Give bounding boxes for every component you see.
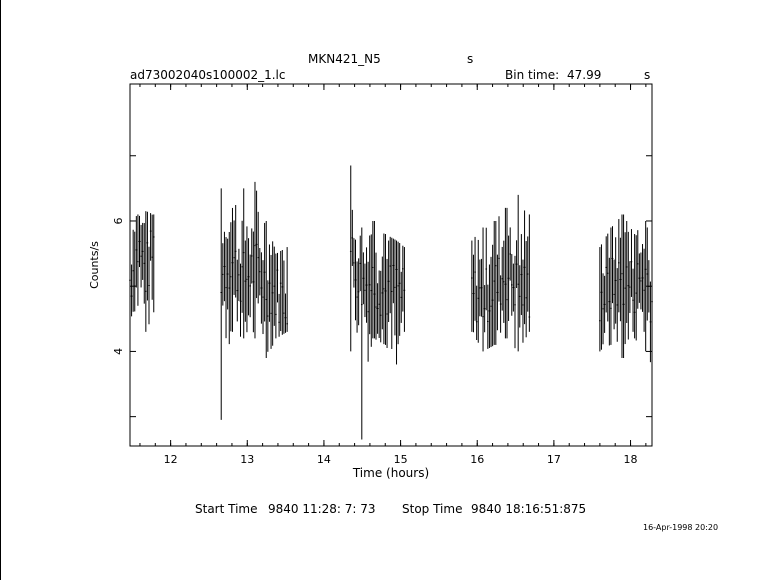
bin-time-label: Bin time: [505,68,560,82]
x-tick-label: 14 [317,453,331,466]
plot-frame [129,83,653,447]
x-tick-label: 12 [164,453,178,466]
start-time-value: 9840 11:28: 7: 73 [268,502,376,516]
object-unit: s [467,52,474,66]
x-tick-label: 15 [394,453,408,466]
y-axis-label: Counts/s [88,241,101,289]
object-name: MKN421_N5 [308,52,381,66]
data-error-bars [129,136,653,440]
start-time-label: Start Time [195,502,258,516]
x-axis-label: Time (hours) [352,466,429,480]
bin-time-value: 47.99 [567,68,602,82]
file-name: ad73002040s100002_1.lc [130,68,286,82]
axis-ticks [130,84,652,446]
x-tick-label: 18 [624,453,638,466]
axis-tick-labels: 12 13 14 15 16 17 18 4 6 [112,217,638,466]
x-tick-label: 13 [240,453,254,466]
y-tick-label: 6 [112,217,125,224]
bin-time-unit: s [644,68,651,82]
x-tick-label: 17 [547,453,561,466]
timestamp: 16-Apr-1998 20:20 [643,523,719,532]
stop-time-label: Stop Time [402,502,463,516]
y-tick-label: 4 [112,348,125,355]
x-tick-label: 16 [470,453,484,466]
window-left-border [0,0,1,580]
stop-time-value: 9840 18:16:51:875 [471,502,587,516]
